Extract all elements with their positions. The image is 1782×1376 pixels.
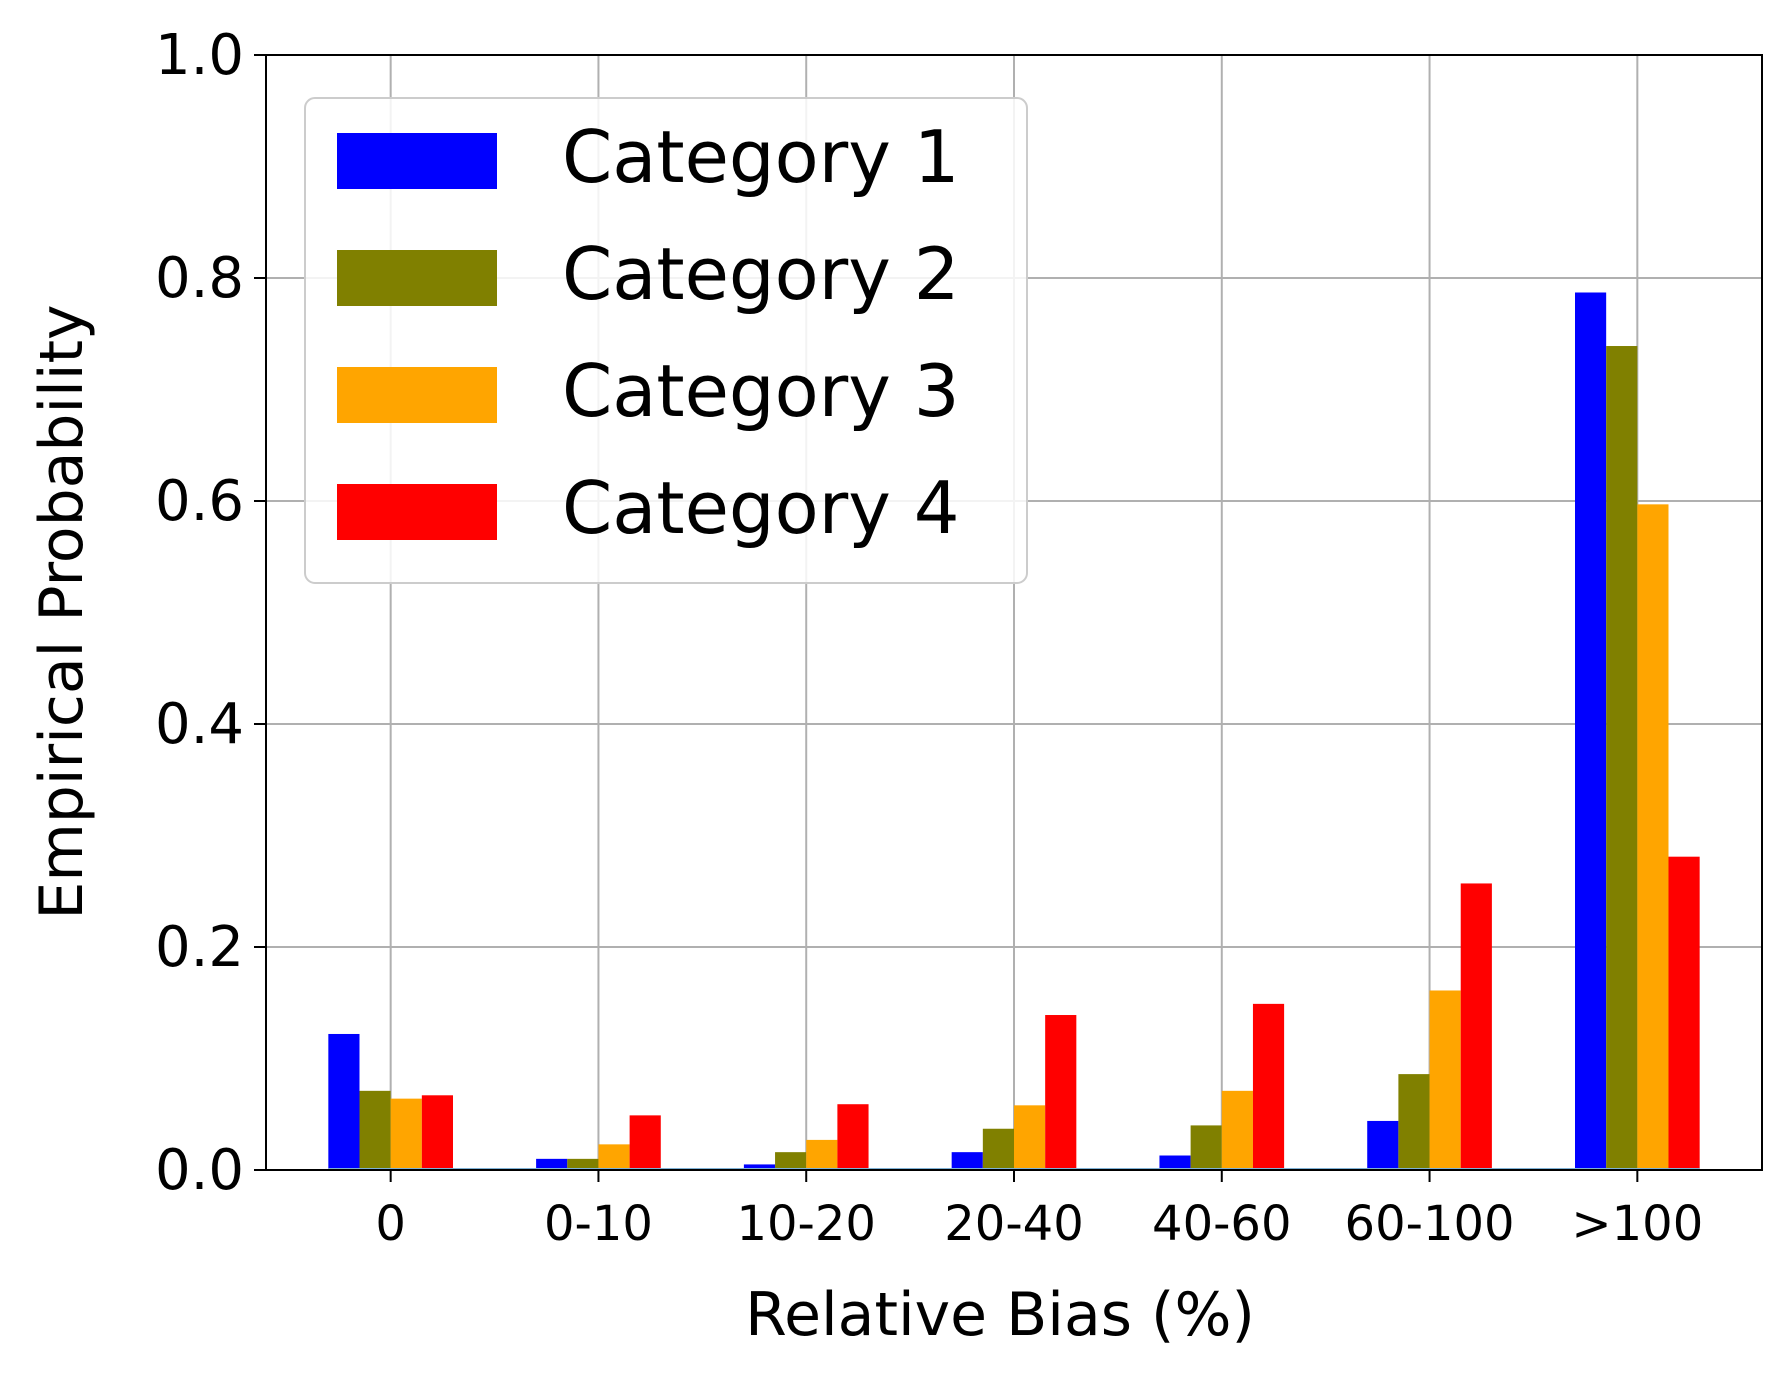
legend-label-1: Category 1 (562, 115, 960, 199)
bar-category-2-4 (1190, 1125, 1222, 1170)
x-tick-label: 10-20 (736, 1196, 875, 1252)
y-axis-title: Empirical Probability (27, 304, 97, 919)
legend-swatch-4 (337, 484, 497, 540)
legend-box (304, 97, 1028, 584)
bar-category-4-4 (1252, 1003, 1285, 1170)
bar-category-2-0 (359, 1090, 391, 1170)
bar-category-4-1 (629, 1115, 661, 1170)
bar-category-3-5 (1429, 990, 1461, 1170)
bar-category-4-0 (421, 1095, 453, 1170)
y-tick-label: 0.6 (155, 469, 244, 534)
bar-category-1-1 (536, 1158, 568, 1170)
bar-category-2-3 (982, 1128, 1014, 1170)
bar-category-3-2 (806, 1139, 838, 1170)
bar-category-1-5 (1367, 1120, 1399, 1170)
y-axis-ticks: 0.0 0.2 0.4 0.6 0.8 1.0 (155, 23, 266, 1203)
bar-category-2-5 (1398, 1074, 1430, 1170)
y-tick-label: 0.2 (155, 915, 244, 980)
legend-swatch-1 (337, 133, 497, 189)
legend-swatch-3 (337, 367, 497, 423)
x-tick-label: 20-40 (944, 1196, 1083, 1252)
bar-category-1-0 (328, 1033, 360, 1170)
y-tick-label: 0.0 (155, 1138, 244, 1203)
bars (328, 292, 1700, 1171)
bar-category-1-3 (951, 1152, 983, 1170)
legend-swatch-2 (337, 250, 497, 306)
bar-category-4-3 (1045, 1015, 1077, 1170)
x-axis-ticks: 0 0-10 10-20 20-40 40-60 60-100 >100 (375, 1170, 1703, 1252)
bar-category-3-3 (1014, 1105, 1046, 1170)
x-tick-label: 40-60 (1152, 1196, 1291, 1252)
bar-category-3-6 (1637, 504, 1669, 1171)
x-tick-label: 60-100 (1345, 1196, 1515, 1252)
bar-category-4-5 (1460, 883, 1492, 1170)
bar-category-1-4 (1159, 1155, 1191, 1170)
bar-category-2-6 (1606, 346, 1638, 1170)
bar-category-3-1 (598, 1144, 630, 1170)
legend-label-4: Category 4 (562, 466, 960, 550)
legend: Category 1 Category 2 Category 3 Category 4 (304, 97, 1028, 584)
x-tick-label: 0 (375, 1196, 406, 1252)
bar-category-2-2 (775, 1152, 807, 1170)
bar-category-1-6 (1575, 292, 1607, 1170)
y-tick-label: 0.8 (155, 246, 244, 311)
x-tick-label: >100 (1571, 1196, 1703, 1252)
bar-category-4-6 (1668, 856, 1700, 1170)
x-tick-label: 0-10 (544, 1196, 653, 1252)
bar-category-2-1 (567, 1158, 599, 1170)
bar-category-3-4 (1221, 1090, 1253, 1170)
y-tick-label: 0.4 (155, 692, 244, 757)
legend-label-2: Category 2 (562, 232, 960, 316)
x-axis-title: Relative Bias (%) (745, 1280, 1255, 1350)
bar-category-1-2 (743, 1164, 776, 1170)
bar-category-4-2 (837, 1104, 869, 1170)
legend-label-3: Category 3 (562, 349, 960, 433)
y-tick-label: 1.0 (155, 23, 244, 88)
bar-category-3-0 (390, 1098, 422, 1170)
